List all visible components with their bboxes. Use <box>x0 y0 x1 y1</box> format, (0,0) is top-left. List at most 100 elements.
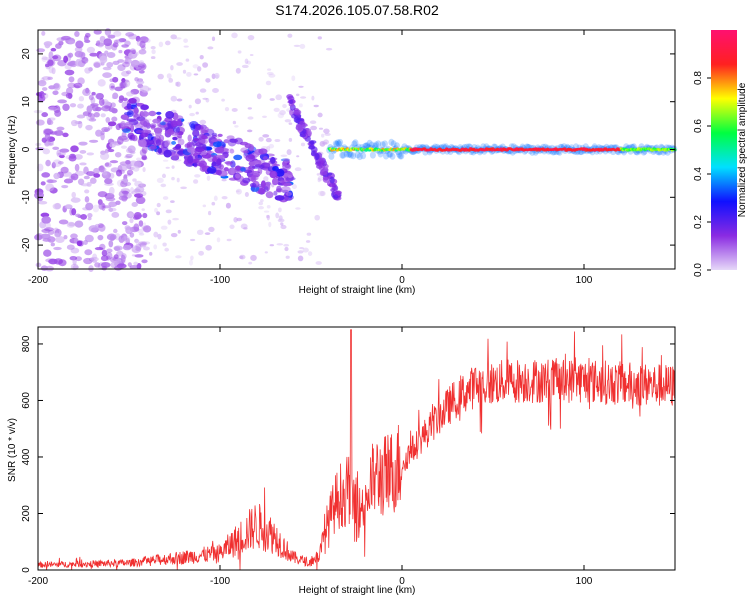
spectrogram-cell <box>260 199 264 203</box>
spectrogram-cell <box>86 105 93 113</box>
spectrogram-cell <box>120 145 128 149</box>
colorbar-label: Normalized spectral amplitude <box>737 82 748 217</box>
spectrogram-cell <box>165 110 175 119</box>
spectrogram-cell <box>100 113 106 118</box>
spectrogram-cell <box>286 149 292 156</box>
spectrogram-cell <box>284 246 289 252</box>
spectrogram-cell <box>205 97 210 103</box>
spectrogram-cell <box>295 207 301 210</box>
y-tick-label: 0 <box>21 146 32 152</box>
spectrogram-cell <box>125 32 135 37</box>
spectrogram-cell <box>120 114 130 121</box>
spectrogram-cell <box>293 44 301 47</box>
spectrogram-cell <box>299 43 306 49</box>
spectrogram-cell <box>40 181 46 186</box>
spectrogram-cell <box>67 40 76 45</box>
spectrogram-cell <box>368 141 375 149</box>
spectrogram-cell <box>192 129 200 137</box>
spectrogram-cell <box>139 190 147 197</box>
spectrogram-cell <box>321 170 328 176</box>
spectrogram-cell <box>229 148 235 154</box>
spectrogram-cell <box>206 175 211 181</box>
spectrogram-cell <box>103 128 109 132</box>
spectrogram-cell <box>157 73 164 80</box>
spectrogram-cell <box>241 64 249 69</box>
colorbar-tick-label: 0.0 <box>693 263 704 277</box>
spectrogram-cell <box>114 265 123 271</box>
spectrogram-cell <box>62 103 70 112</box>
spectrogram-cell <box>273 107 280 113</box>
spectrogram-cell <box>87 217 92 221</box>
colorbar-tick-label: 0.4 <box>693 167 704 181</box>
spectrogram-cell <box>317 177 321 183</box>
spectrogram-cell <box>315 161 322 166</box>
spectrogram-cell <box>201 135 208 140</box>
spectrogram-cell <box>143 246 150 251</box>
spectrogram-cell <box>83 175 90 180</box>
spectrogram-cell <box>141 241 151 245</box>
spectrogram-cell <box>85 124 93 131</box>
spectrogram-cell <box>74 220 84 228</box>
spectrogram-cell <box>211 36 216 42</box>
spectrogram-cell <box>190 123 196 131</box>
spectrogram-cell <box>288 102 295 107</box>
spectrogram-cell <box>223 139 230 144</box>
spectrogram-cell <box>170 131 180 137</box>
spectrogram-cell <box>156 202 161 208</box>
spectrogram-cell <box>265 80 272 86</box>
spectrogram-cell <box>92 204 100 213</box>
spectrogram-cell <box>162 196 169 200</box>
spectrogram-cell <box>295 93 300 97</box>
spectrogram-cell <box>284 119 292 123</box>
spectrogram-cell <box>165 209 172 214</box>
spectrogram-cell <box>262 134 270 138</box>
spectrogram-cell <box>97 234 104 241</box>
spectrogram-cell <box>373 141 380 149</box>
spectrogram-cell <box>275 94 282 101</box>
spectrogram-cell <box>109 142 116 148</box>
spectrogram-cell <box>244 192 249 197</box>
spectrogram-cell <box>212 88 219 93</box>
spectrogram-cell <box>397 152 404 160</box>
spectrogram-cell <box>287 33 293 38</box>
spectrogram-cell <box>64 69 75 76</box>
spectrogram-cell <box>107 34 116 39</box>
spectrogram-cell <box>125 91 134 97</box>
spectrogram-cell <box>360 152 367 160</box>
spectrogram-cell <box>109 82 116 91</box>
spectrogram-cell <box>302 128 307 135</box>
spectrogram-cell <box>197 66 202 72</box>
spectrogram-cell <box>86 46 96 54</box>
spectrogram-cell <box>195 143 206 150</box>
spectrogram-cell <box>84 189 90 194</box>
spectrogram-cell <box>157 147 162 154</box>
spectrogram-cell <box>154 207 158 213</box>
spectrogram-cell <box>57 152 67 156</box>
spectrogram-cell <box>79 162 87 166</box>
spectrogram-cell <box>192 152 198 161</box>
spectrogram-cell <box>165 166 170 169</box>
colorbar-tick-label: 0.6 <box>693 119 704 133</box>
spectrogram-cell <box>104 28 112 36</box>
spectrogram-cell <box>142 222 147 228</box>
spectrogram-cell <box>66 221 76 228</box>
spectrogram-cell <box>141 129 152 133</box>
spectrogram-cell <box>113 39 119 45</box>
spectrogram-y-axis-label: Frequency (Hz) <box>7 116 18 185</box>
spectrogram-cell <box>138 49 147 55</box>
spectrogram-cell <box>273 190 278 196</box>
spectrogram-cell <box>383 152 389 160</box>
spectrogram-cell <box>71 191 76 199</box>
spectrogram-cell <box>300 96 307 99</box>
spectrogram-cell <box>193 162 198 168</box>
spectrogram-cell <box>126 103 132 110</box>
spectrogram-cell <box>93 29 102 35</box>
spectrogram-cell <box>246 129 253 133</box>
spectrogram-cell <box>323 139 329 145</box>
spectrogram-cell <box>84 39 91 43</box>
spectrogram-cell <box>234 125 239 128</box>
spectrogram-cell <box>153 244 158 250</box>
spectrogram-cell <box>176 98 183 102</box>
spectrogram-cell <box>297 255 304 262</box>
spectrogram-cell <box>156 177 164 184</box>
